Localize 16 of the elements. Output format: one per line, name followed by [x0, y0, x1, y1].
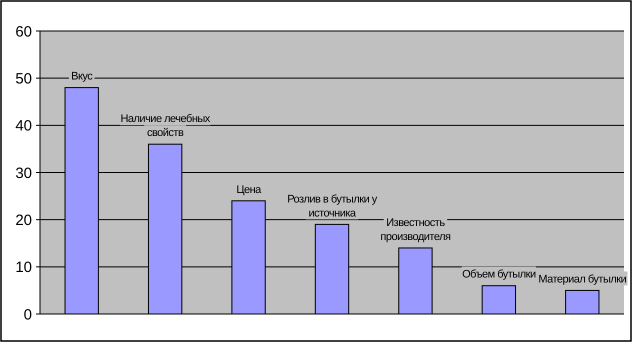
- y-tick-label: 10: [15, 259, 32, 276]
- y-tick-label: 40: [15, 118, 32, 135]
- y-tick-label: 50: [15, 70, 32, 88]
- y-tick-label: 30: [15, 164, 32, 182]
- x-tick-label: Наличие лечебных свойств: [120, 113, 211, 140]
- bar: [565, 290, 600, 314]
- x-tick-label: Вкус: [71, 70, 94, 83]
- y-tick-label: 60: [15, 23, 32, 40]
- y-tick-label: 20: [15, 212, 32, 229]
- bar: [482, 285, 516, 314]
- x-tick-label: Цена: [236, 184, 262, 196]
- x-tick-label: Розлив в бутылки у источника: [287, 193, 378, 220]
- x-tick-label: Материал бутылки: [538, 273, 627, 286]
- x-tick-label: Объем бутылки: [462, 268, 536, 281]
- x-tick-label: Известность производителя: [380, 216, 452, 243]
- y-tick-label: 0: [24, 306, 32, 324]
